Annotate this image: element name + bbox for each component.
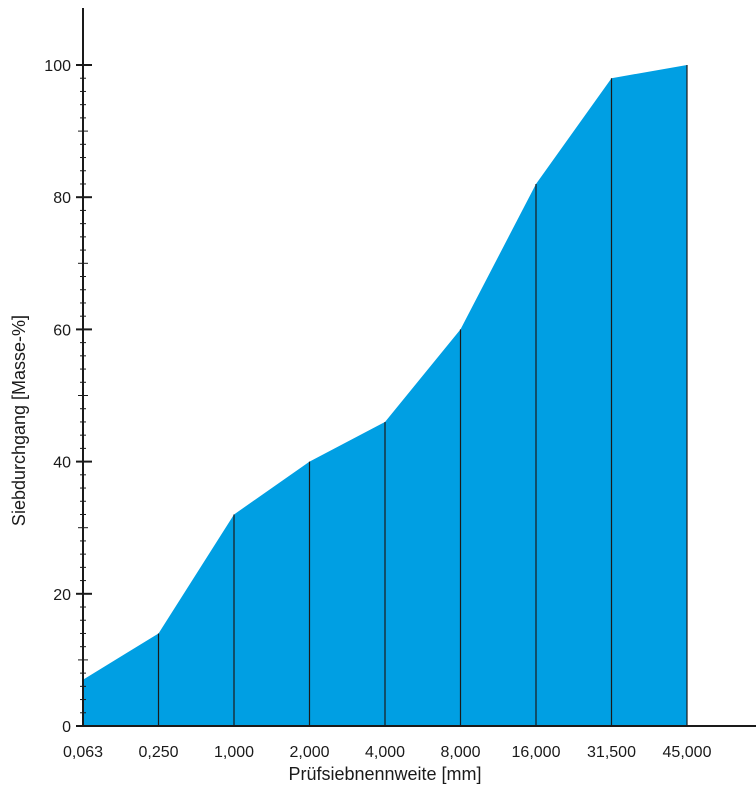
y-tick-label: 80 bbox=[53, 190, 71, 207]
x-tick-labels: 0,063 0,250 1,000 2,000 4,000 8,000 16,000 31,5… bbox=[63, 744, 712, 761]
x-tick-label: 2,000 bbox=[289, 744, 329, 761]
y-tick-label: 40 bbox=[53, 455, 71, 472]
y-axis-title: Siebdurchgang [Masse-%] bbox=[9, 315, 29, 526]
x-tick-label: 8,000 bbox=[440, 744, 480, 761]
dividers-layer bbox=[157, 65, 688, 726]
axes-layer bbox=[82, 8, 756, 727]
y-tick-label: 60 bbox=[53, 322, 71, 339]
x-tick-label: 4,000 bbox=[365, 744, 405, 761]
y-ticks: 0 20 40 60 80 100 bbox=[44, 58, 92, 736]
x-tick-label: 31,500 bbox=[587, 744, 636, 761]
x-tick-label: 1,000 bbox=[214, 744, 254, 761]
y-tick-label: 0 bbox=[62, 719, 71, 736]
x-tick-label: 16,000 bbox=[512, 744, 561, 761]
x-axis-title: Prüfsiebnennweite [mm] bbox=[288, 764, 481, 784]
x-tick-label: 0,063 bbox=[63, 744, 103, 761]
x-tick-label: 0,250 bbox=[138, 744, 178, 761]
y-tick-label: 100 bbox=[44, 58, 71, 75]
x-tick-label: 45,000 bbox=[663, 744, 712, 761]
y-tick-label: 20 bbox=[53, 587, 71, 604]
